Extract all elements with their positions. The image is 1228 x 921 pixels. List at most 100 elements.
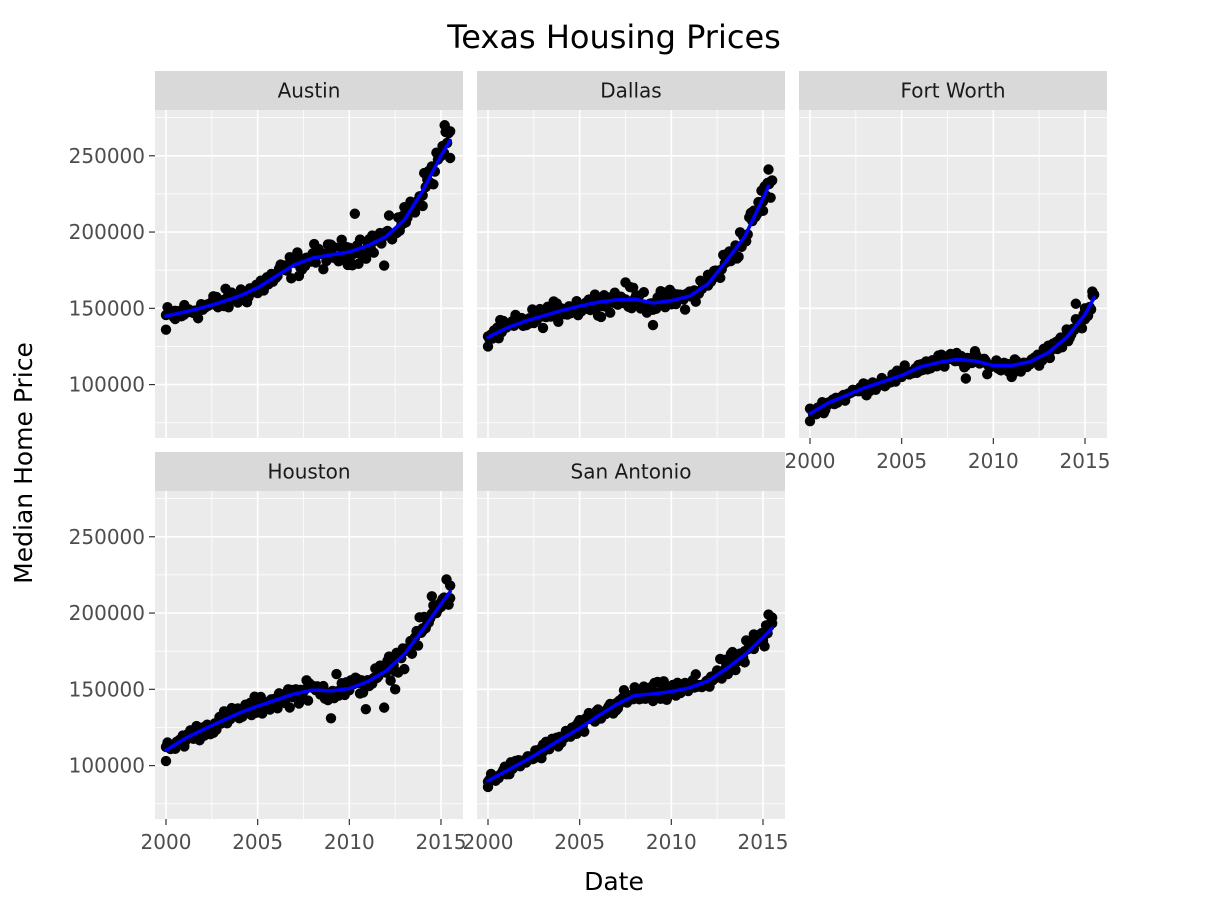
data-point: [444, 152, 456, 164]
x-tick-label: 2015: [738, 830, 789, 854]
data-point: [160, 755, 172, 767]
data-point: [223, 302, 234, 313]
smooth-trend-line: [486, 626, 774, 783]
x-tick-label: 2005: [554, 830, 605, 854]
data-point: [385, 675, 396, 686]
y-axis-title: Median Home Price: [9, 342, 38, 584]
facet-panel: Austin 100000 150000 200000 250000: [69, 71, 463, 438]
facet-strip-label: Dallas: [600, 79, 661, 103]
x-tick-label: 2000: [463, 830, 514, 854]
data-point: [537, 322, 549, 334]
facet-panels: Austin 100000 150000 200000 250000 Dallas Fort…: [69, 71, 1111, 854]
data-point: [715, 272, 726, 284]
data-point: [378, 260, 390, 271]
data-point: [551, 298, 562, 309]
data-point: [383, 210, 395, 221]
data-point: [658, 676, 669, 687]
y-tick-label: 200000: [69, 601, 145, 625]
facet-strip-label: San Antonio: [571, 460, 692, 484]
y-tick-label: 100000: [69, 373, 145, 397]
data-point: [647, 319, 659, 331]
y-tick-label: 150000: [69, 677, 145, 701]
data-point: [302, 695, 314, 706]
smooth-trend-line: [808, 295, 1096, 416]
panel-background: [799, 110, 1107, 438]
facet-strip: [477, 71, 785, 110]
x-tick-label: 2015: [1060, 449, 1111, 473]
data-point: [331, 668, 342, 680]
data-point: [579, 726, 590, 737]
x-axis-title: Date: [584, 867, 644, 896]
facet-panel: Fort Worth 2000 2005 2010 2015: [785, 71, 1111, 473]
facet-strip-label: Houston: [267, 460, 350, 484]
data-point: [325, 713, 337, 724]
data-point: [763, 164, 774, 175]
data-point: [939, 361, 950, 372]
data-point: [426, 591, 438, 602]
data-point: [960, 373, 972, 384]
facet-panel: Dallas: [477, 71, 785, 438]
data-point: [354, 234, 366, 245]
chart-title: Texas Housing Prices: [446, 18, 781, 56]
smooth-trend-line: [486, 184, 771, 340]
x-tick-label: 2010: [324, 830, 375, 854]
data-point: [399, 663, 410, 675]
data-point: [1044, 352, 1056, 364]
x-tick-label: 2010: [968, 449, 1019, 473]
facet-strip-label: Fort Worth: [900, 79, 1005, 103]
data-point: [679, 304, 691, 315]
facet-strip: [477, 452, 785, 491]
data-point: [360, 703, 372, 715]
facet-strip: [799, 71, 1107, 110]
data-point: [766, 618, 778, 629]
data-point: [444, 580, 456, 591]
data-point: [310, 257, 321, 268]
data-point: [378, 702, 390, 713]
data-point: [284, 702, 295, 713]
data-point: [536, 752, 547, 764]
data-point: [428, 179, 439, 190]
data-point: [443, 127, 454, 139]
data-point: [412, 640, 424, 651]
data-point: [766, 175, 778, 186]
data-point: [272, 703, 283, 714]
x-tick-label: 2000: [785, 449, 836, 473]
data-point: [360, 253, 372, 264]
data-point: [759, 641, 770, 652]
data-point: [638, 286, 650, 298]
smooth-trend-line: [164, 589, 452, 753]
data-point: [389, 684, 401, 695]
data-point: [160, 324, 172, 335]
y-tick-label: 200000: [69, 220, 145, 244]
panel-background: [477, 110, 785, 438]
data-point: [349, 208, 361, 219]
x-tick-label: 2005: [876, 449, 927, 473]
data-point: [757, 205, 769, 217]
y-tick-label: 250000: [69, 525, 145, 549]
data-point: [690, 296, 701, 307]
x-tick-label: 2005: [232, 830, 283, 854]
data-point: [589, 289, 601, 300]
data-point: [417, 200, 428, 212]
data-point: [1070, 298, 1082, 309]
smooth-trend-line: [164, 138, 452, 318]
data-point: [353, 258, 364, 269]
data-point: [765, 192, 776, 203]
facet-panel: Houston 100000 150000 200000 250000 2000 2005 2…: [69, 452, 466, 854]
data-point: [1088, 289, 1100, 300]
data-point: [368, 247, 379, 258]
facet-panel: San Antonio 2000 2005 2010 2015: [463, 452, 789, 854]
y-tick-label: 150000: [69, 296, 145, 320]
facet-strip: [155, 71, 463, 110]
data-point: [739, 657, 750, 668]
y-tick-label: 250000: [69, 144, 145, 168]
data-point: [318, 264, 329, 275]
y-tick-label: 100000: [69, 754, 145, 778]
data-point: [406, 648, 418, 659]
data-point: [1076, 323, 1088, 334]
data-point: [605, 307, 616, 318]
data-point: [192, 313, 204, 324]
data-point: [690, 669, 701, 680]
x-tick-label: 2000: [141, 830, 192, 854]
